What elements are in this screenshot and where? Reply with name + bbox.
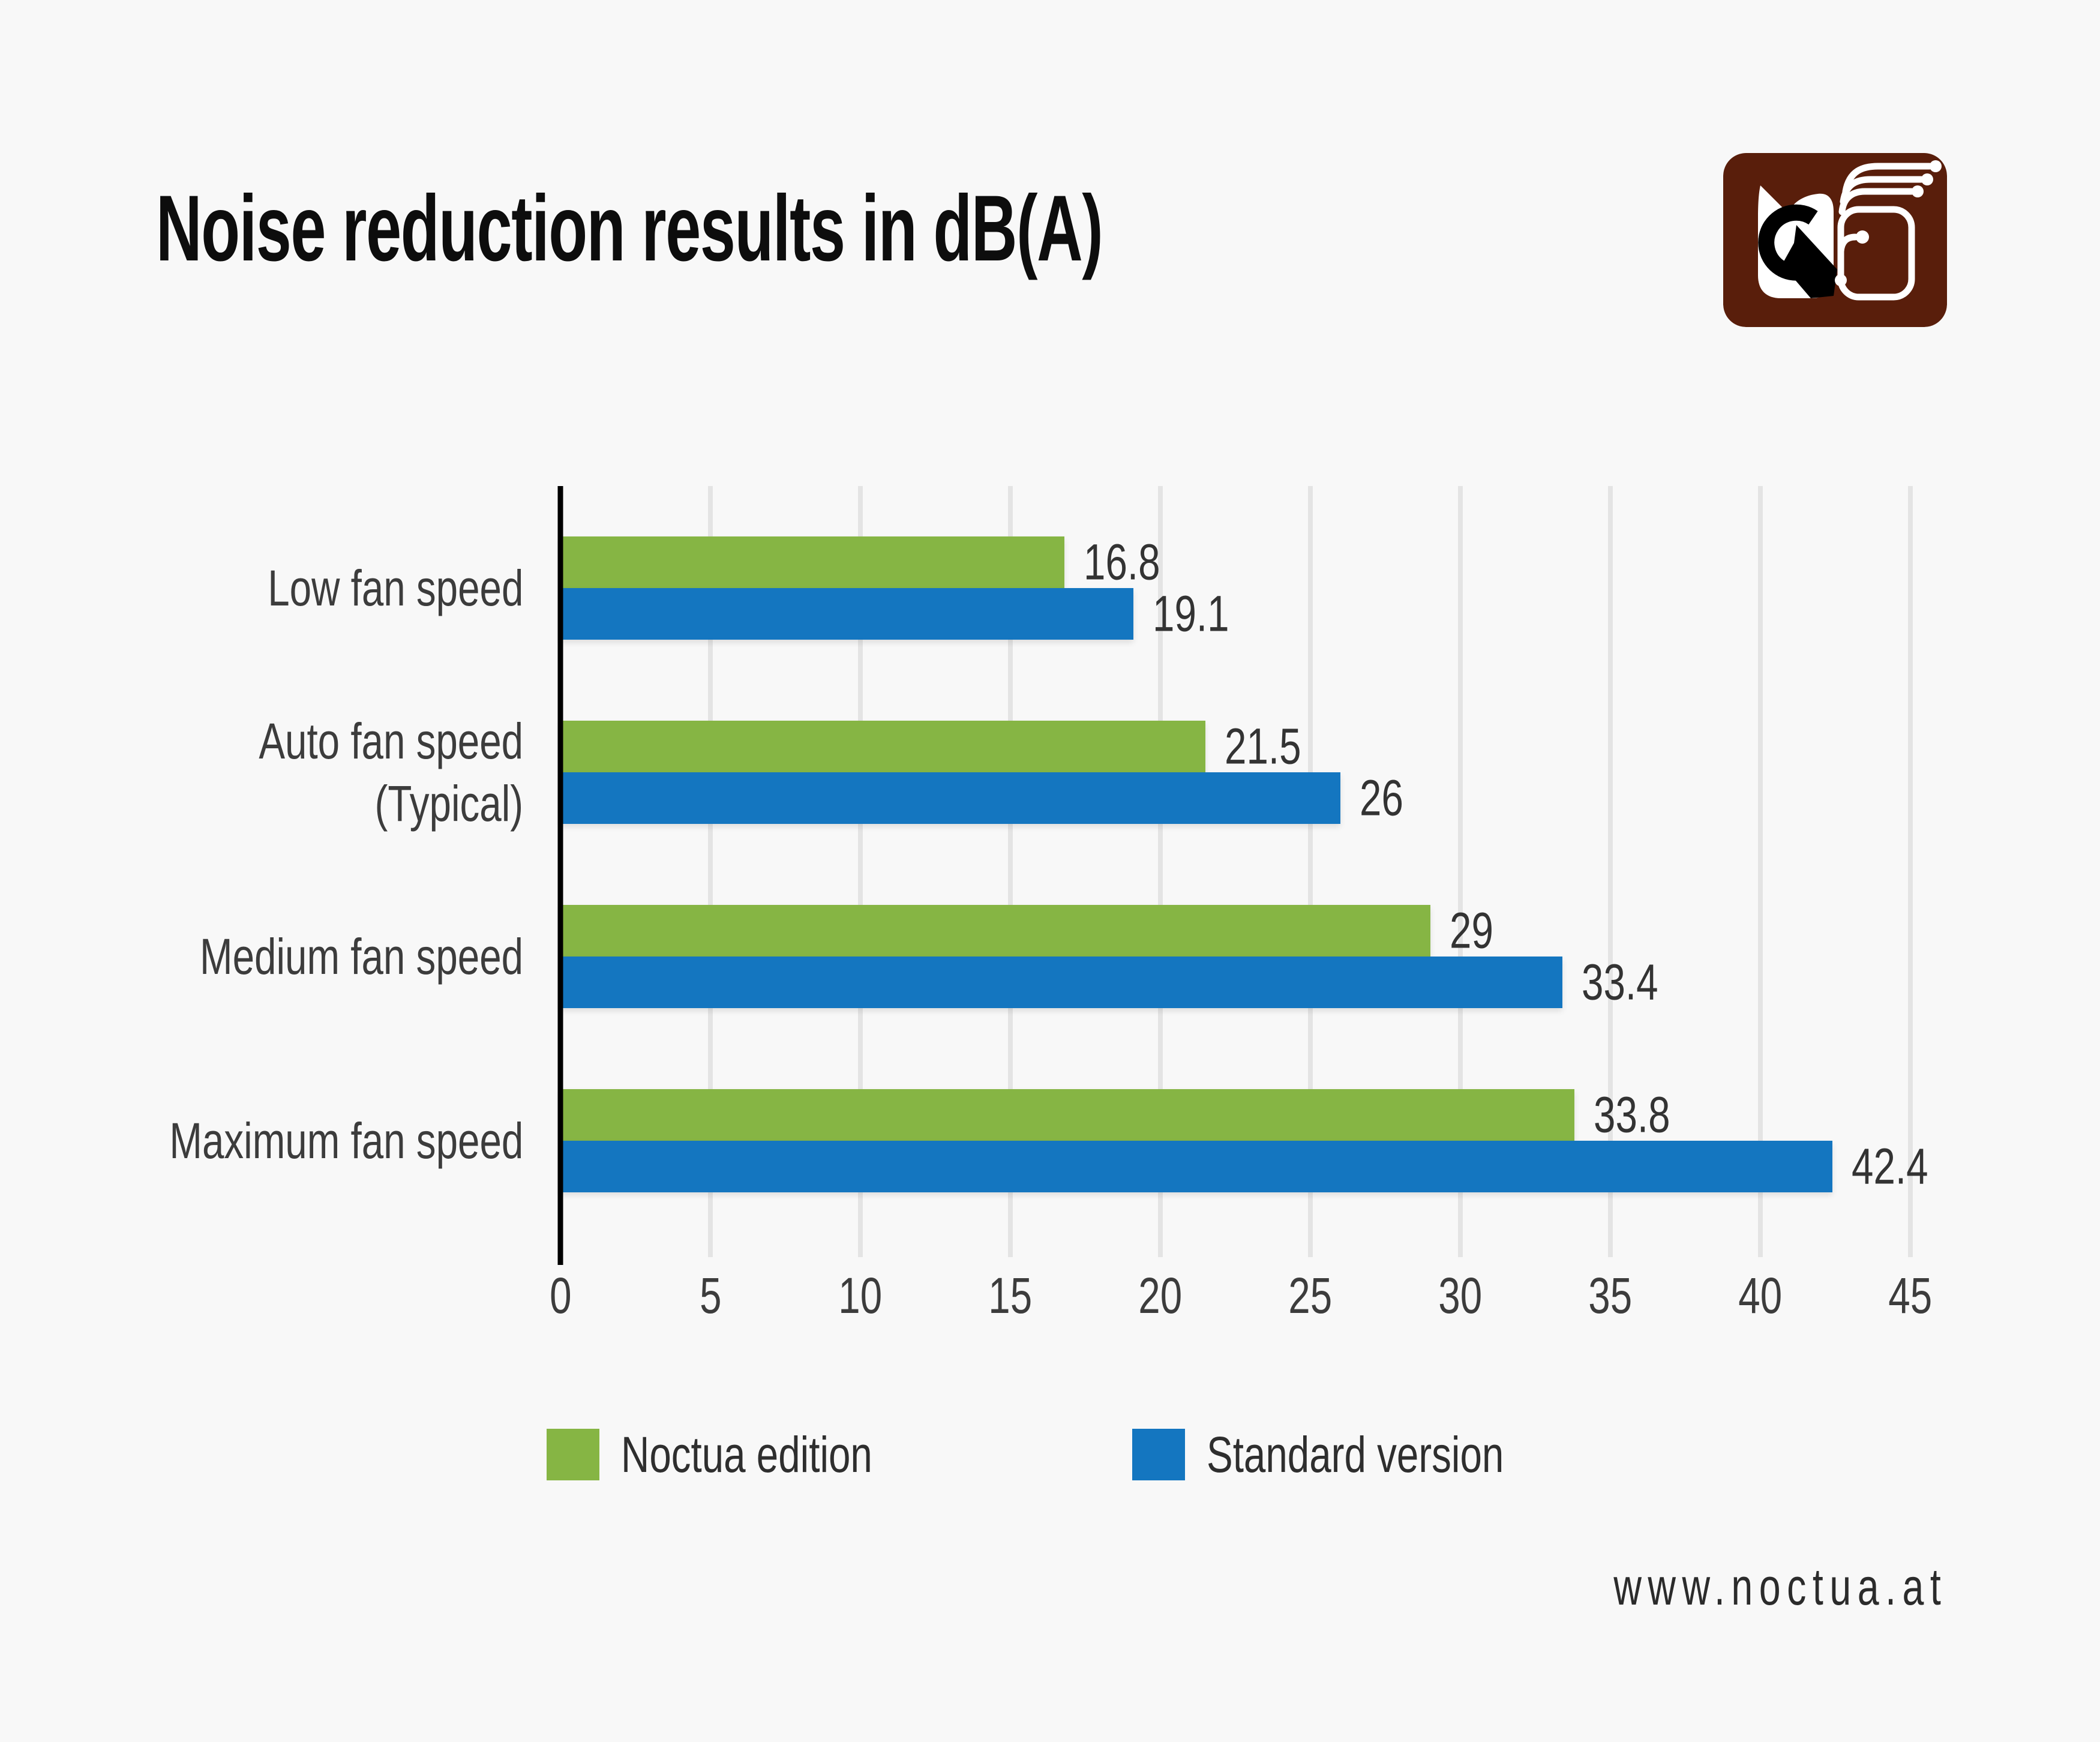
value-label-noctua-edition-2: 21.5 [1225, 718, 1301, 775]
legend-swatch-noctua-edition [547, 1429, 599, 1480]
gridline-35 [1608, 486, 1613, 1257]
gridline-25 [1308, 486, 1313, 1257]
legend-swatch-standard-version [1132, 1429, 1185, 1480]
category-label-1: Low fan speed [267, 559, 523, 616]
bar-noctua-edition-2 [560, 721, 1205, 772]
bar-noctua-edition-1 [560, 536, 1064, 588]
value-label-standard-version-3: 33.4 [1582, 954, 1658, 1011]
x-tick-label-25: 25 [1288, 1267, 1333, 1324]
x-tick-label-10: 10 [838, 1267, 883, 1324]
bar-standard-version-4 [560, 1141, 1832, 1192]
gridline-30 [1458, 486, 1463, 1257]
category-label-2: Auto fan speed (Typical) [259, 712, 523, 832]
gridline-45 [1908, 486, 1913, 1257]
category-label-4: Maximum fan speed [169, 1112, 523, 1169]
legend-item-noctua-edition: Noctua edition [547, 1426, 943, 1483]
value-label-standard-version-2: 26 [1360, 769, 1403, 826]
chart-title: Noise reduction results in dB(A) [156, 175, 1548, 283]
legend-item-standard-version: Standard version [1132, 1426, 1588, 1483]
value-label-standard-version-1: 19.1 [1153, 585, 1229, 642]
x-tick-label-0: 0 [549, 1267, 572, 1324]
category-label-3: Medium fan speed [199, 928, 523, 985]
gridline-20 [1158, 486, 1163, 1257]
noctua-logo [1723, 153, 1947, 327]
value-label-noctua-edition-3: 29 [1450, 902, 1493, 959]
x-tick-label-30: 30 [1438, 1267, 1483, 1324]
x-tick-label-40: 40 [1738, 1267, 1783, 1324]
bar-noctua-edition-4 [560, 1089, 1574, 1141]
gridline-15 [1008, 486, 1013, 1257]
bar-noctua-edition-3 [560, 905, 1430, 957]
x-tick-label-20: 20 [1138, 1267, 1183, 1324]
legend-label-noctua-edition: Noctua edition [621, 1426, 872, 1483]
plot-area [557, 486, 1913, 1265]
owl-icon [1723, 153, 1947, 327]
x-tick-label-45: 45 [1888, 1267, 1933, 1324]
bar-standard-version-3 [560, 957, 1562, 1008]
value-label-noctua-edition-1: 16.8 [1084, 533, 1160, 590]
gridline-10 [858, 486, 863, 1257]
y-axis-line [557, 486, 563, 1265]
x-tick-label-5: 5 [699, 1267, 722, 1324]
value-label-noctua-edition-4: 33.8 [1594, 1086, 1670, 1143]
chart-title-text: Noise reduction results in dB(A) [156, 176, 1103, 281]
bar-standard-version-1 [560, 588, 1133, 640]
bar-standard-version-2 [560, 772, 1340, 824]
value-label-standard-version-4: 42.4 [1852, 1138, 1928, 1195]
website-url: www.noctua.at [1613, 1558, 1947, 1616]
x-tick-label-15: 15 [988, 1267, 1033, 1324]
gridline-5 [708, 486, 713, 1257]
gridline-40 [1758, 486, 1763, 1257]
legend-label-standard-version: Standard version [1207, 1426, 1504, 1483]
x-tick-label-35: 35 [1588, 1267, 1633, 1324]
